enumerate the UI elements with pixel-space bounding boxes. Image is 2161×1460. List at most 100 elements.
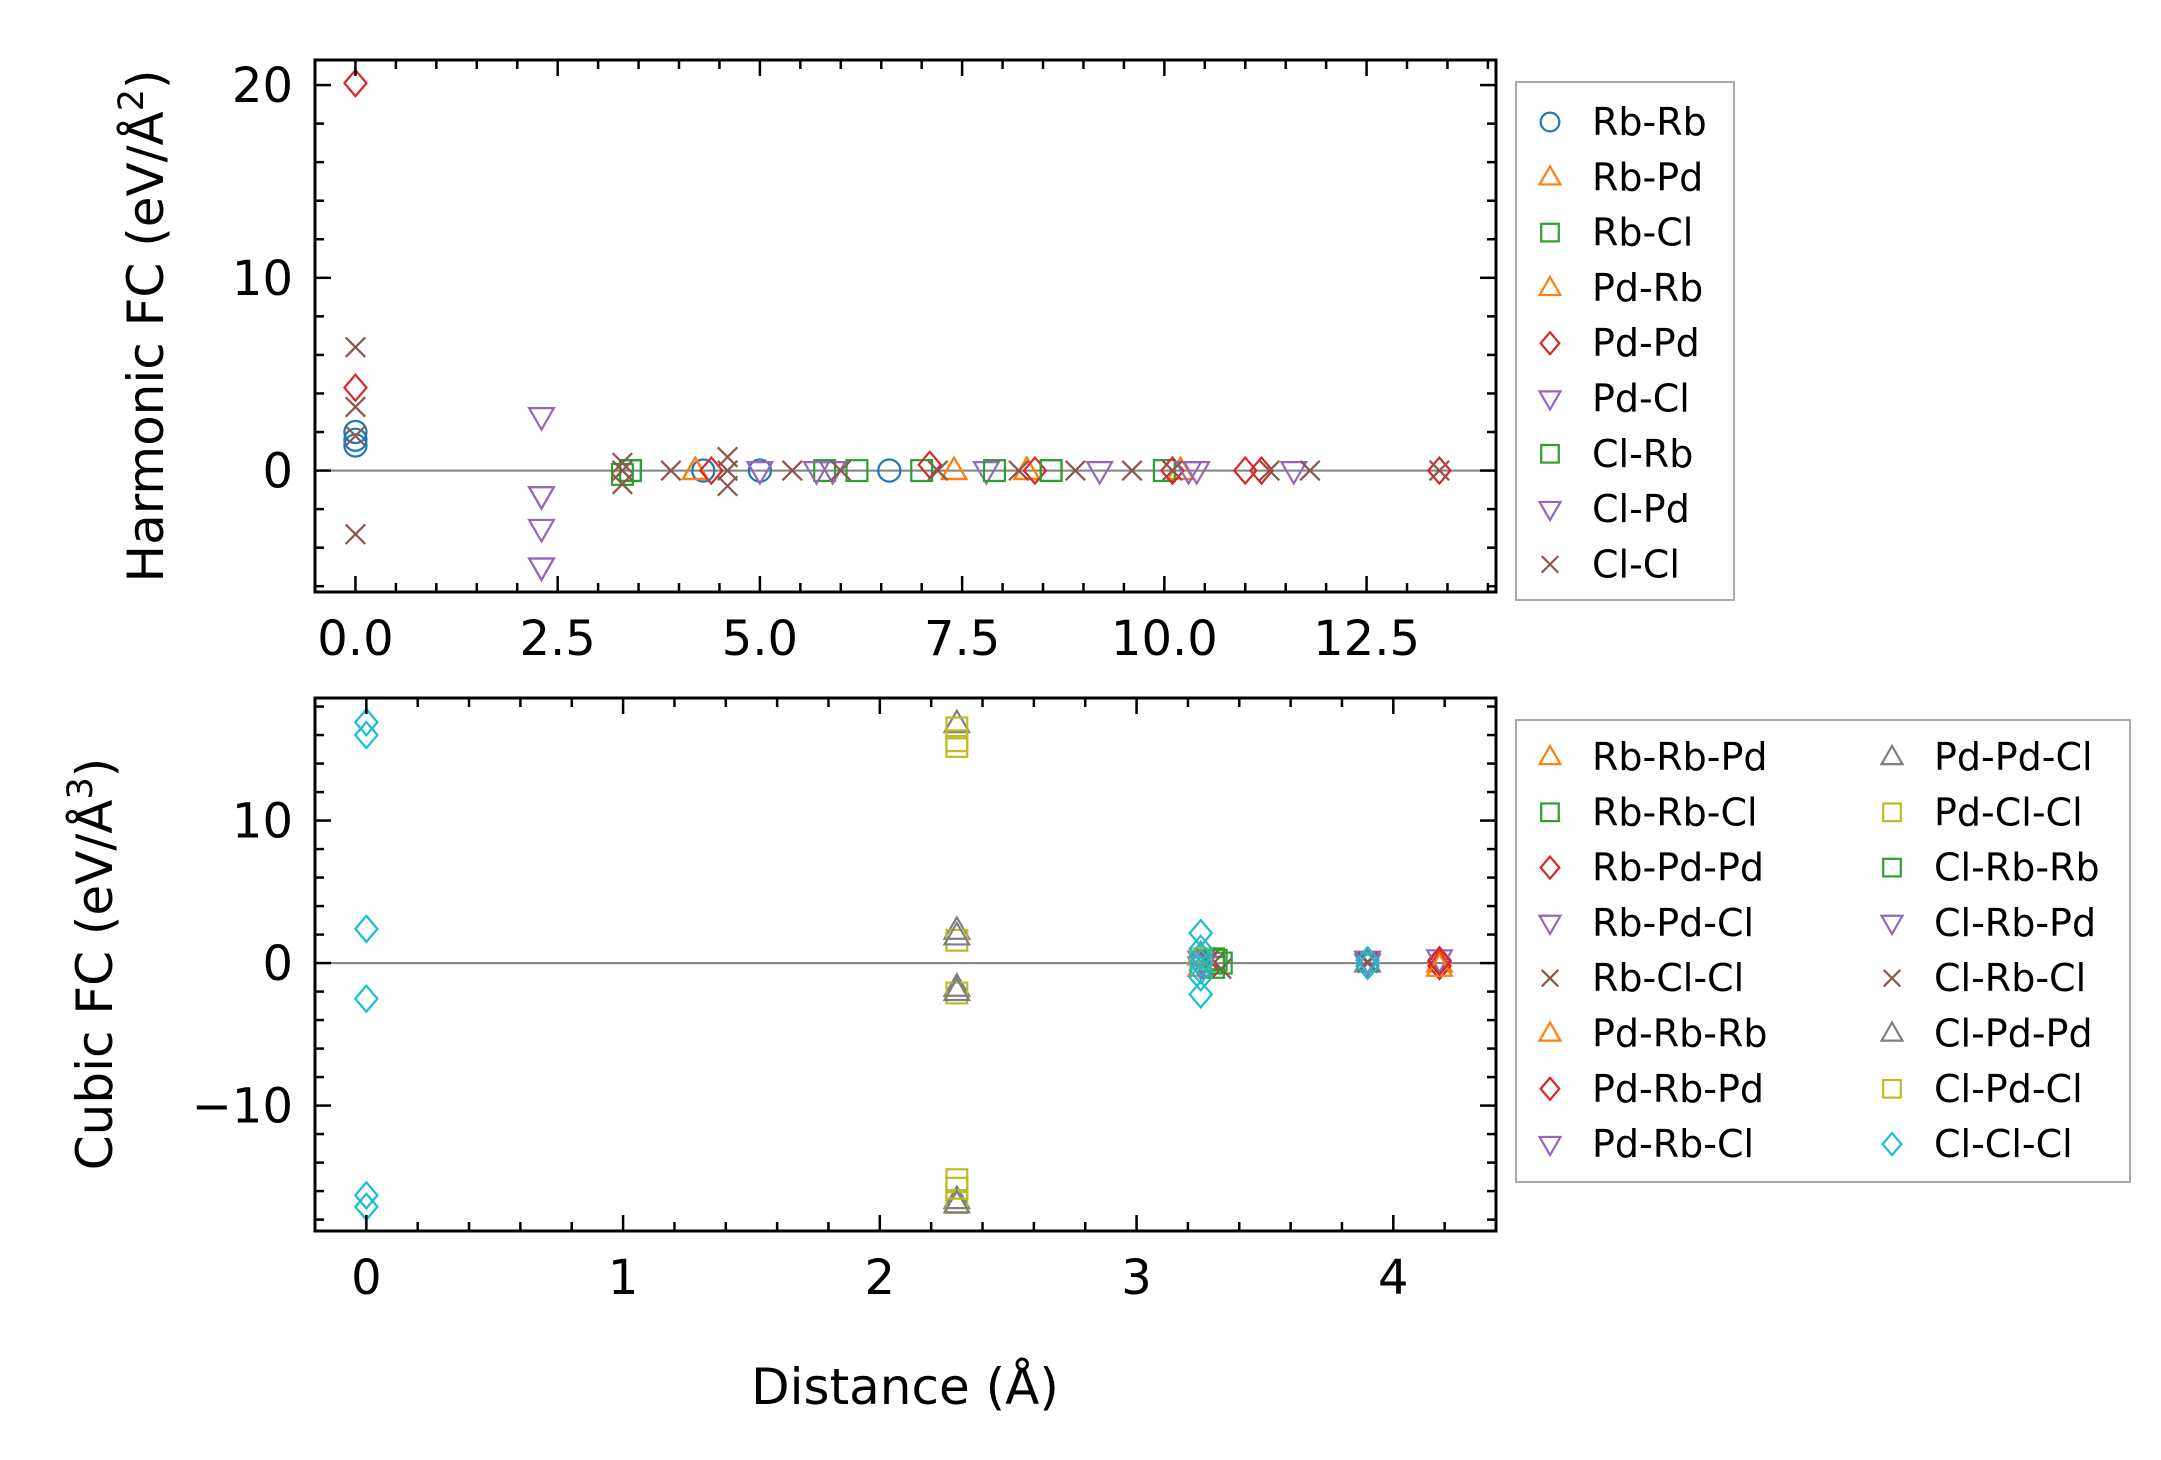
harmonic-point-cl-cl xyxy=(344,425,366,447)
cubic-series-cl-pd-cl xyxy=(945,729,1213,1200)
cubic-legend-item-pd-rb-cl: Pd-Rb-Cl xyxy=(1537,1122,1754,1166)
legend-label: Pd-Rb-Pd xyxy=(1592,1067,1764,1111)
cubic-point-pd-pd-cl xyxy=(942,972,972,997)
harmonic-point-pd-pd xyxy=(1232,455,1258,486)
legend-label: Cl-Pd-Pd xyxy=(1934,1012,2093,1056)
cubic-point-cl-cl-cl xyxy=(353,914,379,944)
legend-marker-rb-cl xyxy=(1540,222,1560,243)
harmonic-point-cl-cl xyxy=(344,336,366,358)
cubic-fc-panel: 0 1 2 3 4 −10 0 10 Cubic FC (eV/Å3) Distance (… xyxy=(61,696,2131,1416)
legend-marker-rb-cl-cl xyxy=(1540,969,1560,988)
cubic-point-cl-cl-cl xyxy=(1355,951,1381,981)
legend-marker-pd-rb xyxy=(1537,274,1563,297)
cubic-point-cl-cl-cl xyxy=(353,720,379,750)
cubic-legend-item-pd-rb-pd: Pd-Rb-Pd xyxy=(1539,1067,1764,1111)
harmonic-data-points xyxy=(342,68,1452,583)
cubic-point-rb-pd-pd xyxy=(1427,951,1453,981)
harmonic-point-cl-cl xyxy=(717,460,739,482)
harmonic-point-cl-cl xyxy=(1299,460,1321,482)
cubic-point-pd-pd-cl xyxy=(942,915,972,940)
legend-label: Pd-Pd xyxy=(1592,321,1700,365)
harmonic-point-rb-rb xyxy=(343,427,368,452)
harmonic-point-cl-pd xyxy=(527,486,556,511)
cubic-legend-item-cl-rb-cl: Cl-Rb-Cl xyxy=(1882,956,2086,1000)
harmonic-point-pd-pd xyxy=(1248,455,1274,486)
cubic-y-tick-labels: −10 0 10 xyxy=(192,794,293,1135)
harmonic-point-cl-cl xyxy=(830,460,852,482)
harmonic-point-rb-cl xyxy=(845,459,869,483)
cubic-x-tick-label: 2 xyxy=(865,1250,896,1306)
cubic-x-tick-labels: 0 1 2 3 4 xyxy=(351,1250,1409,1306)
harmonic-point-cl-cl xyxy=(927,460,949,482)
legend-label: Pd-Rb-Cl xyxy=(1592,1122,1754,1166)
cubic-x-tick-label: 3 xyxy=(1121,1250,1152,1306)
legend-label: Rb-Rb-Cl xyxy=(1592,790,1758,834)
legend-marker-rb-rb-pd xyxy=(1537,743,1563,766)
harmonic-point-cl-cl xyxy=(781,460,803,482)
cubic-x-tick-label: 0 xyxy=(351,1250,382,1306)
legend-marker-pd-rb-rb xyxy=(1537,1020,1563,1042)
legend-marker-rb-rb-cl xyxy=(1540,802,1560,823)
harmonic-legend-item-pd-cl: Pd-Cl xyxy=(1537,377,1690,421)
harmonic-x-tick-label: 0.0 xyxy=(317,611,393,667)
cubic-point-pd-pd-cl xyxy=(942,708,972,734)
legend-marker-pd-cl xyxy=(1537,390,1563,412)
harmonic-point-cl-cl xyxy=(1121,460,1143,482)
harmonic-ticks xyxy=(313,60,1496,592)
legend-marker-cl-cl xyxy=(1540,555,1560,574)
harmonic-y-tick-labels: 0 10 20 xyxy=(232,58,293,500)
cubic-point-cl-cl-cl xyxy=(1188,934,1214,964)
x-axis-label: Distance (Å) xyxy=(751,1358,1059,1416)
harmonic-point-rb-rb xyxy=(343,419,368,445)
cubic-point-cl-cl-cl xyxy=(353,1180,379,1211)
legend-marker-pd-pd xyxy=(1539,330,1561,356)
cubic-legend-item-rb-pd-cl: Rb-Pd-Cl xyxy=(1537,901,1754,945)
harmonic-point-cl-cl xyxy=(1161,460,1183,482)
harmonic-legend: Rb-Rb Rb-Pd Rb-Cl Pd-Rb Pd-Pd Pd-Cl Cl-Rb Cl-Pd… xyxy=(1515,81,1735,601)
cubic-point-rb-pd-cl xyxy=(1425,949,1454,975)
harmonic-point-cl-cl xyxy=(344,396,366,418)
harmonic-point-pd-cl xyxy=(972,461,1001,486)
cubic-series-cl-rb-rb xyxy=(1204,948,1228,972)
harmonic-y-tick-label: 0 xyxy=(262,444,293,500)
cubic-y-tick-label: 0 xyxy=(262,936,293,992)
cubic-x-tick-label: 1 xyxy=(608,1250,639,1306)
cubic-ticks xyxy=(313,698,1498,1231)
harmonic-x-tick-label: 10.0 xyxy=(1111,611,1218,667)
harmonic-point-pd-pd xyxy=(342,68,368,98)
legend-label: Pd-Cl-Cl xyxy=(1934,790,2083,834)
harmonic-legend-item-pd-rb: Pd-Rb xyxy=(1537,266,1703,310)
harmonic-fc-panel: 0.0 2.5 5.0 7.5 10.0 12.5 0 10 20 Harmonic FC (… xyxy=(112,58,1735,667)
cubic-point-pd-cl-cl xyxy=(945,981,969,1005)
legend-label: Cl-Rb-Pd xyxy=(1934,901,2096,945)
legend-label: Cl-Rb xyxy=(1592,432,1693,476)
harmonic-point-pd-cl xyxy=(1085,461,1114,486)
harmonic-point-pd-pd xyxy=(342,372,368,403)
harmonic-point-cl-cl xyxy=(717,475,739,497)
harmonic-point-cl-rb xyxy=(982,459,1006,483)
harmonic-point-cl-rb xyxy=(1039,459,1063,483)
legend-marker-cl-pd-cl xyxy=(1882,1078,1902,1099)
harmonic-legend-item-pd-pd: Pd-Pd xyxy=(1539,321,1700,365)
cubic-legend-item-cl-cl-cl: Cl-Cl-Cl xyxy=(1881,1122,2073,1166)
harmonic-point-cl-cl xyxy=(611,460,633,482)
cubic-point-cl-cl-cl xyxy=(353,707,379,737)
legend-label: Pd-Rb-Rb xyxy=(1592,1012,1768,1056)
cubic-legend: Rb-Rb-Pd Rb-Rb-Cl Rb-Pd-Pd Rb-Pd-Cl Rb-Cl-Cl… xyxy=(1515,719,2131,1183)
harmonic-point-rb-rb xyxy=(877,458,902,483)
harmonic-point-cl-cl xyxy=(1064,460,1086,482)
harmonic-point-cl-cl xyxy=(611,452,633,474)
cubic-legend-item-pd-cl-cl: Pd-Cl-Cl xyxy=(1882,790,2083,834)
legend-marker-cl-rb-pd xyxy=(1879,914,1905,937)
harmonic-legend-item-rb-cl: Rb-Cl xyxy=(1540,211,1693,255)
cubic-legend-item-cl-rb-rb: Cl-Rb-Rb xyxy=(1882,846,2100,890)
legend-label: Rb-Pd-Cl xyxy=(1592,901,1754,945)
cubic-point-cl-rb-rb xyxy=(1204,948,1228,972)
cubic-legend-item-pd-rb-rb: Pd-Rb-Rb xyxy=(1537,1012,1768,1056)
legend-label: Rb-Rb-Pd xyxy=(1592,735,1768,779)
cubic-y-tick-label: −10 xyxy=(192,1079,293,1135)
cubic-point-cl-cl-cl xyxy=(353,984,379,1014)
legend-marker-cl-pd-pd xyxy=(1879,1020,1905,1042)
legend-marker-cl-rb-rb xyxy=(1882,857,1902,878)
legend-marker-pd-rb-pd xyxy=(1539,1076,1561,1102)
